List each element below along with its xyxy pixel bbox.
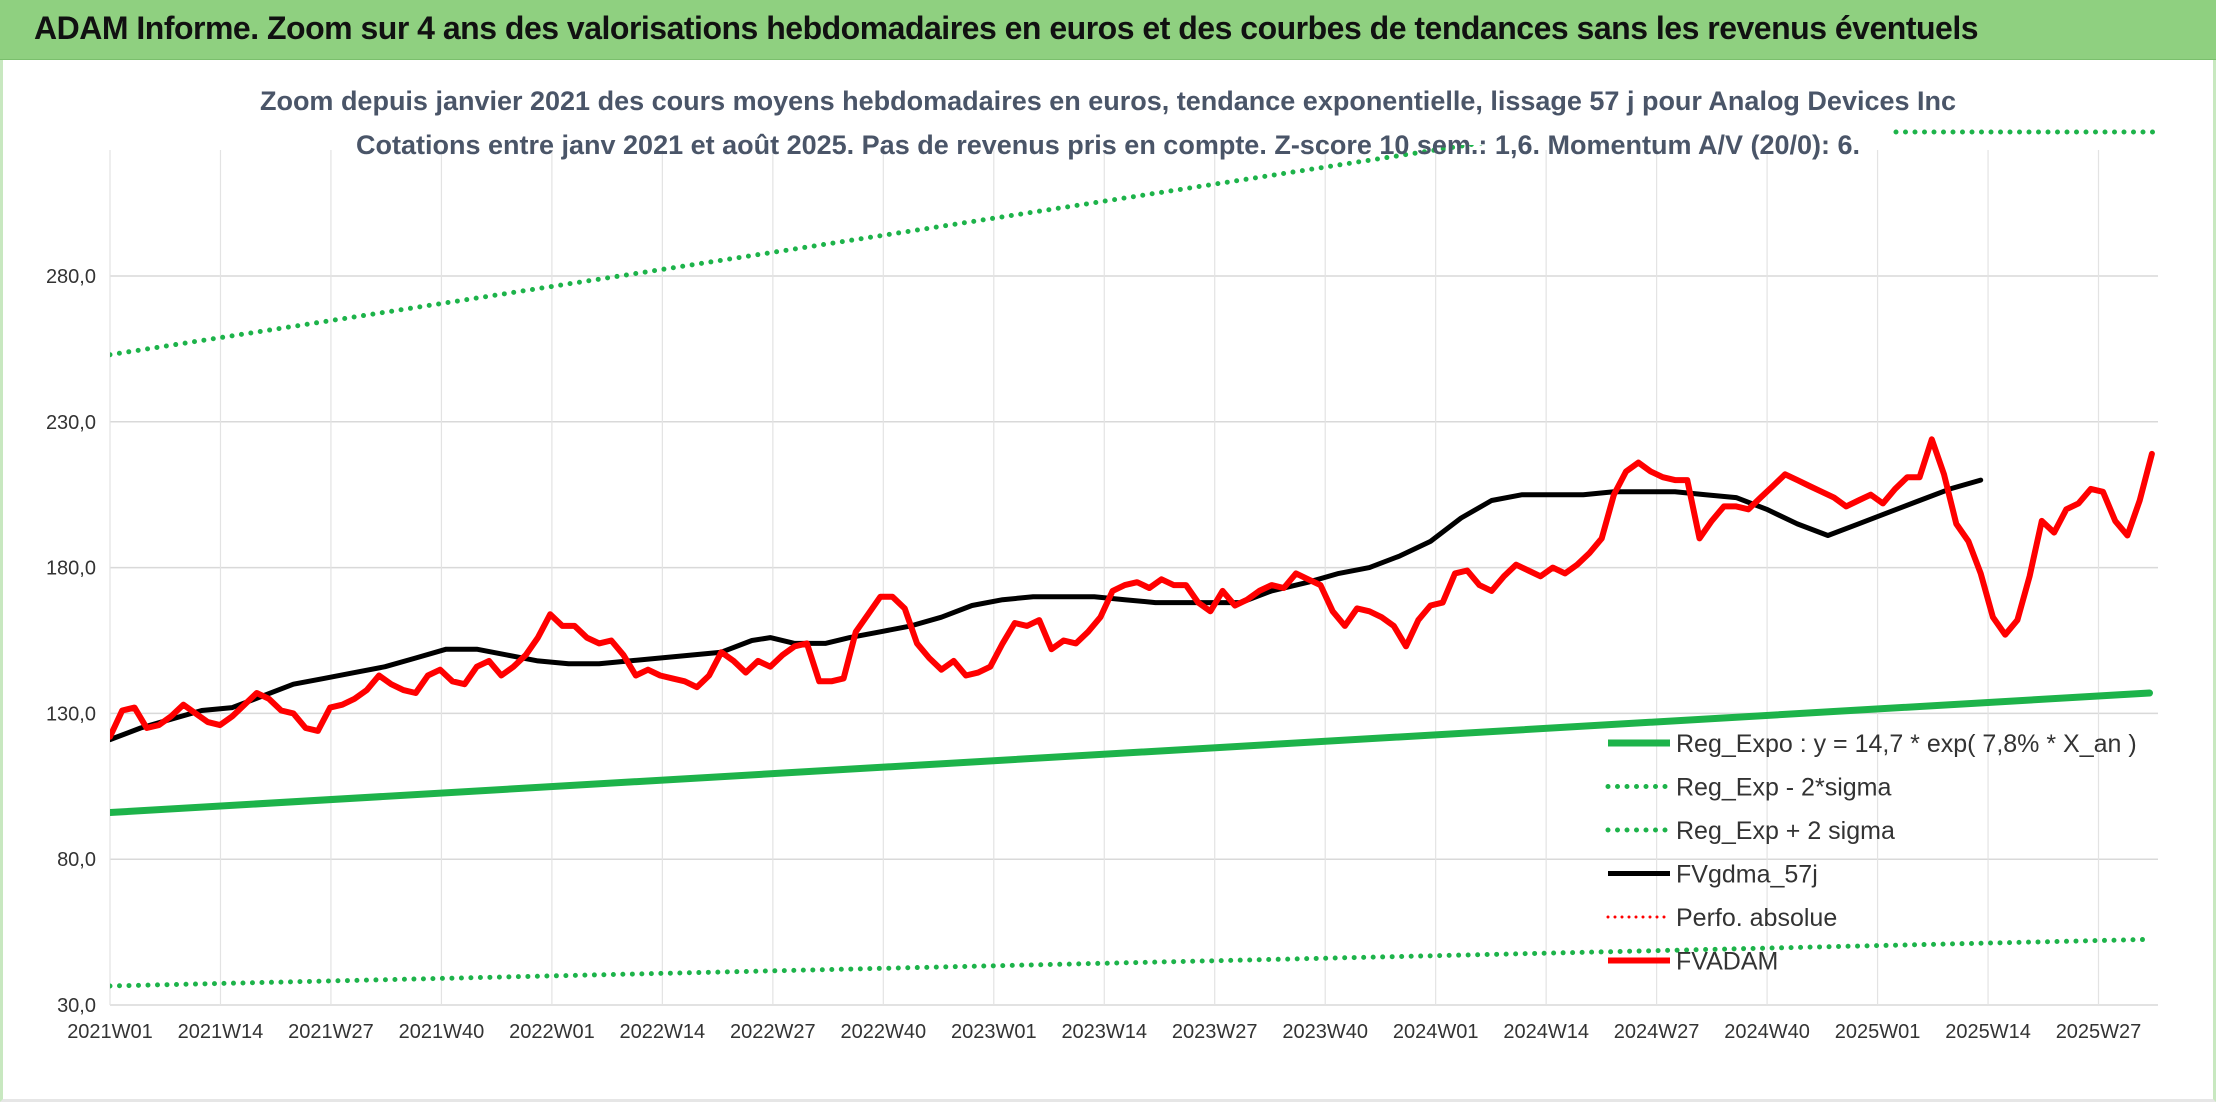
x-tick-label: 2022W40: [840, 1021, 926, 1043]
x-tick-label: 2023W14: [1061, 1021, 1147, 1043]
axis-layer: 280,0 230,0 180,0 130,0 80,0 30,0 2021W01 2021W…: [46, 266, 2141, 1043]
y-tick-label: 230,0: [46, 412, 96, 434]
legend-label: Reg_Expo : y = 14,7 * exp( 7,8% * X_an ): [1676, 730, 2137, 758]
x-tick-label: 2022W01: [509, 1021, 595, 1043]
y-tick-label: 130,0: [46, 703, 96, 725]
legend-label: Reg_Exp + 2 sigma: [1676, 817, 1895, 845]
x-tick-label: 2024W40: [1724, 1021, 1810, 1043]
legend-label: FVADAM: [1676, 948, 1778, 976]
x-tick-label: 2021W14: [178, 1021, 264, 1043]
y-tick-label: 80,0: [57, 849, 96, 871]
x-tick-label: 2021W27: [288, 1021, 374, 1043]
x-tick-label: 2023W01: [951, 1021, 1037, 1043]
series-line-solid-black: [110, 477, 1984, 743]
chart-frame: 280,0 230,0 180,0 130,0 80,0 30,0 2021W01 2021W…: [0, 60, 2216, 1102]
x-tick-label: 2024W14: [1503, 1021, 1589, 1043]
y-tick-label: 180,0: [46, 558, 96, 580]
x-tick-label: 2024W27: [1614, 1021, 1700, 1043]
line-chart: 280,0 230,0 180,0 130,0 80,0 30,0 2021W01 2021W…: [46, 86, 2158, 1043]
x-tick-label: 2025W14: [1945, 1021, 2031, 1043]
x-tick-label: 2021W01: [67, 1021, 153, 1043]
x-tick-label: 2025W27: [2056, 1021, 2142, 1043]
series-line-dotted-green: [110, 936, 2152, 989]
legend: Reg_Expo : y = 14,7 * exp( 7,8% * X_an )…: [1605, 730, 2137, 976]
x-tick-label: 2023W27: [1172, 1021, 1258, 1043]
x-tick-label: 2025W01: [1835, 1021, 1921, 1043]
series-layer: [110, 129, 2158, 989]
x-tick-label: 2022W27: [730, 1021, 816, 1043]
banner-title: ADAM Informe. Zoom sur 4 ans des valoris…: [34, 10, 1979, 46]
series-line-solid-red: [110, 436, 2155, 740]
x-tick-label: 2022W14: [620, 1021, 706, 1043]
header-banner: ADAM Informe. Zoom sur 4 ans des valoris…: [0, 0, 2216, 60]
chart-title: Zoom depuis janvier 2021 des cours moyen…: [260, 86, 1956, 116]
x-tick-label: 2024W01: [1393, 1021, 1479, 1043]
y-tick-label: 280,0: [46, 266, 96, 288]
y-tick-label: 30,0: [57, 995, 96, 1017]
x-tick-label: 2023W40: [1282, 1021, 1368, 1043]
chart-subtitle: Cotations entre janv 2021 et août 2025. …: [356, 130, 1860, 160]
legend-label: FVgdma_57j: [1676, 861, 1818, 889]
legend-label: Reg_Exp - 2*sigma: [1676, 774, 1891, 802]
grid-layer: [109, 150, 2158, 1006]
series-line-dotted-green: [110, 145, 1485, 358]
series-line-solid-green: [110, 689, 2153, 816]
legend-label: Perfo. absolue: [1676, 904, 1837, 932]
x-tick-label: 2021W40: [399, 1021, 485, 1043]
